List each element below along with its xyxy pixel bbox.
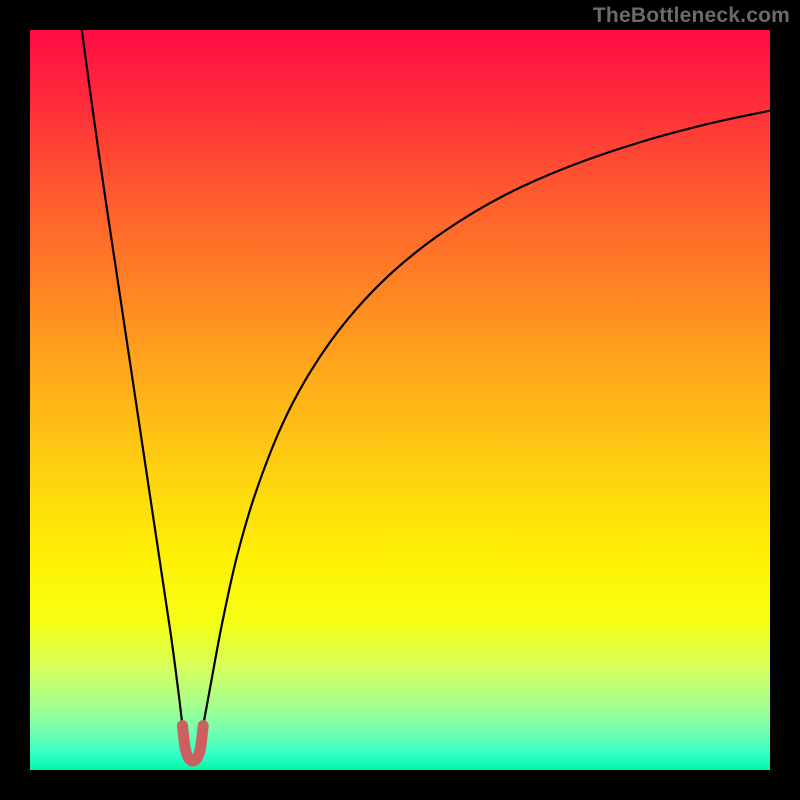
plot-area bbox=[30, 30, 770, 770]
curve-layer bbox=[30, 30, 770, 770]
curve-right bbox=[203, 111, 770, 726]
curve-left bbox=[82, 30, 183, 726]
optimum-notch bbox=[182, 726, 203, 761]
watermark-text: TheBottleneck.com bbox=[593, 4, 790, 28]
chart-container: TheBottleneck.com bbox=[0, 0, 800, 800]
